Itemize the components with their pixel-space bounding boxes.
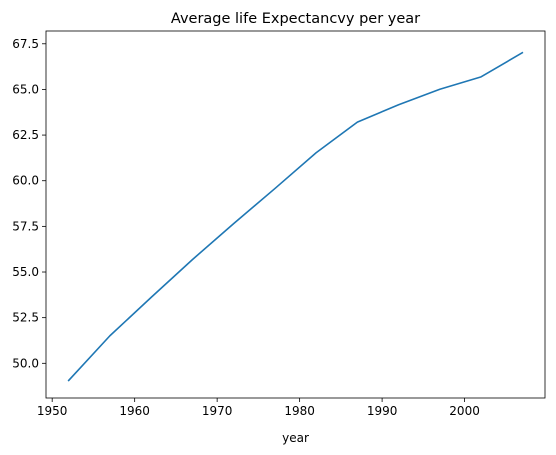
x-axis: 1950 1960 1970 1980 1990 2000 bbox=[37, 398, 480, 418]
y-tick-label: 52.5 bbox=[12, 311, 39, 325]
plot-frame bbox=[46, 31, 545, 398]
x-axis-title: year bbox=[282, 431, 309, 445]
chart-title: Average life Expectancvy per year bbox=[171, 11, 420, 27]
x-tick-label: 1980 bbox=[284, 404, 315, 418]
x-tick-label: 1960 bbox=[119, 404, 150, 418]
y-tick-label: 57.5 bbox=[12, 219, 39, 233]
x-tick-label: 1970 bbox=[202, 404, 233, 418]
y-axis: 50.0 52.5 55.0 57.5 60.0 62.5 65.0 67.5 bbox=[12, 37, 46, 371]
x-tick-label: 2000 bbox=[449, 404, 480, 418]
series-line bbox=[69, 53, 523, 381]
y-tick-label: 50.0 bbox=[12, 356, 39, 370]
y-tick-label: 55.0 bbox=[12, 265, 39, 279]
y-tick-label: 65.0 bbox=[12, 82, 39, 96]
y-tick-label: 62.5 bbox=[12, 128, 39, 142]
y-tick-label: 67.5 bbox=[12, 37, 39, 51]
x-tick-label: 1950 bbox=[37, 404, 68, 418]
plot-area bbox=[46, 31, 545, 398]
x-tick-label: 1990 bbox=[367, 404, 398, 418]
y-tick-label: 60.0 bbox=[12, 174, 39, 188]
